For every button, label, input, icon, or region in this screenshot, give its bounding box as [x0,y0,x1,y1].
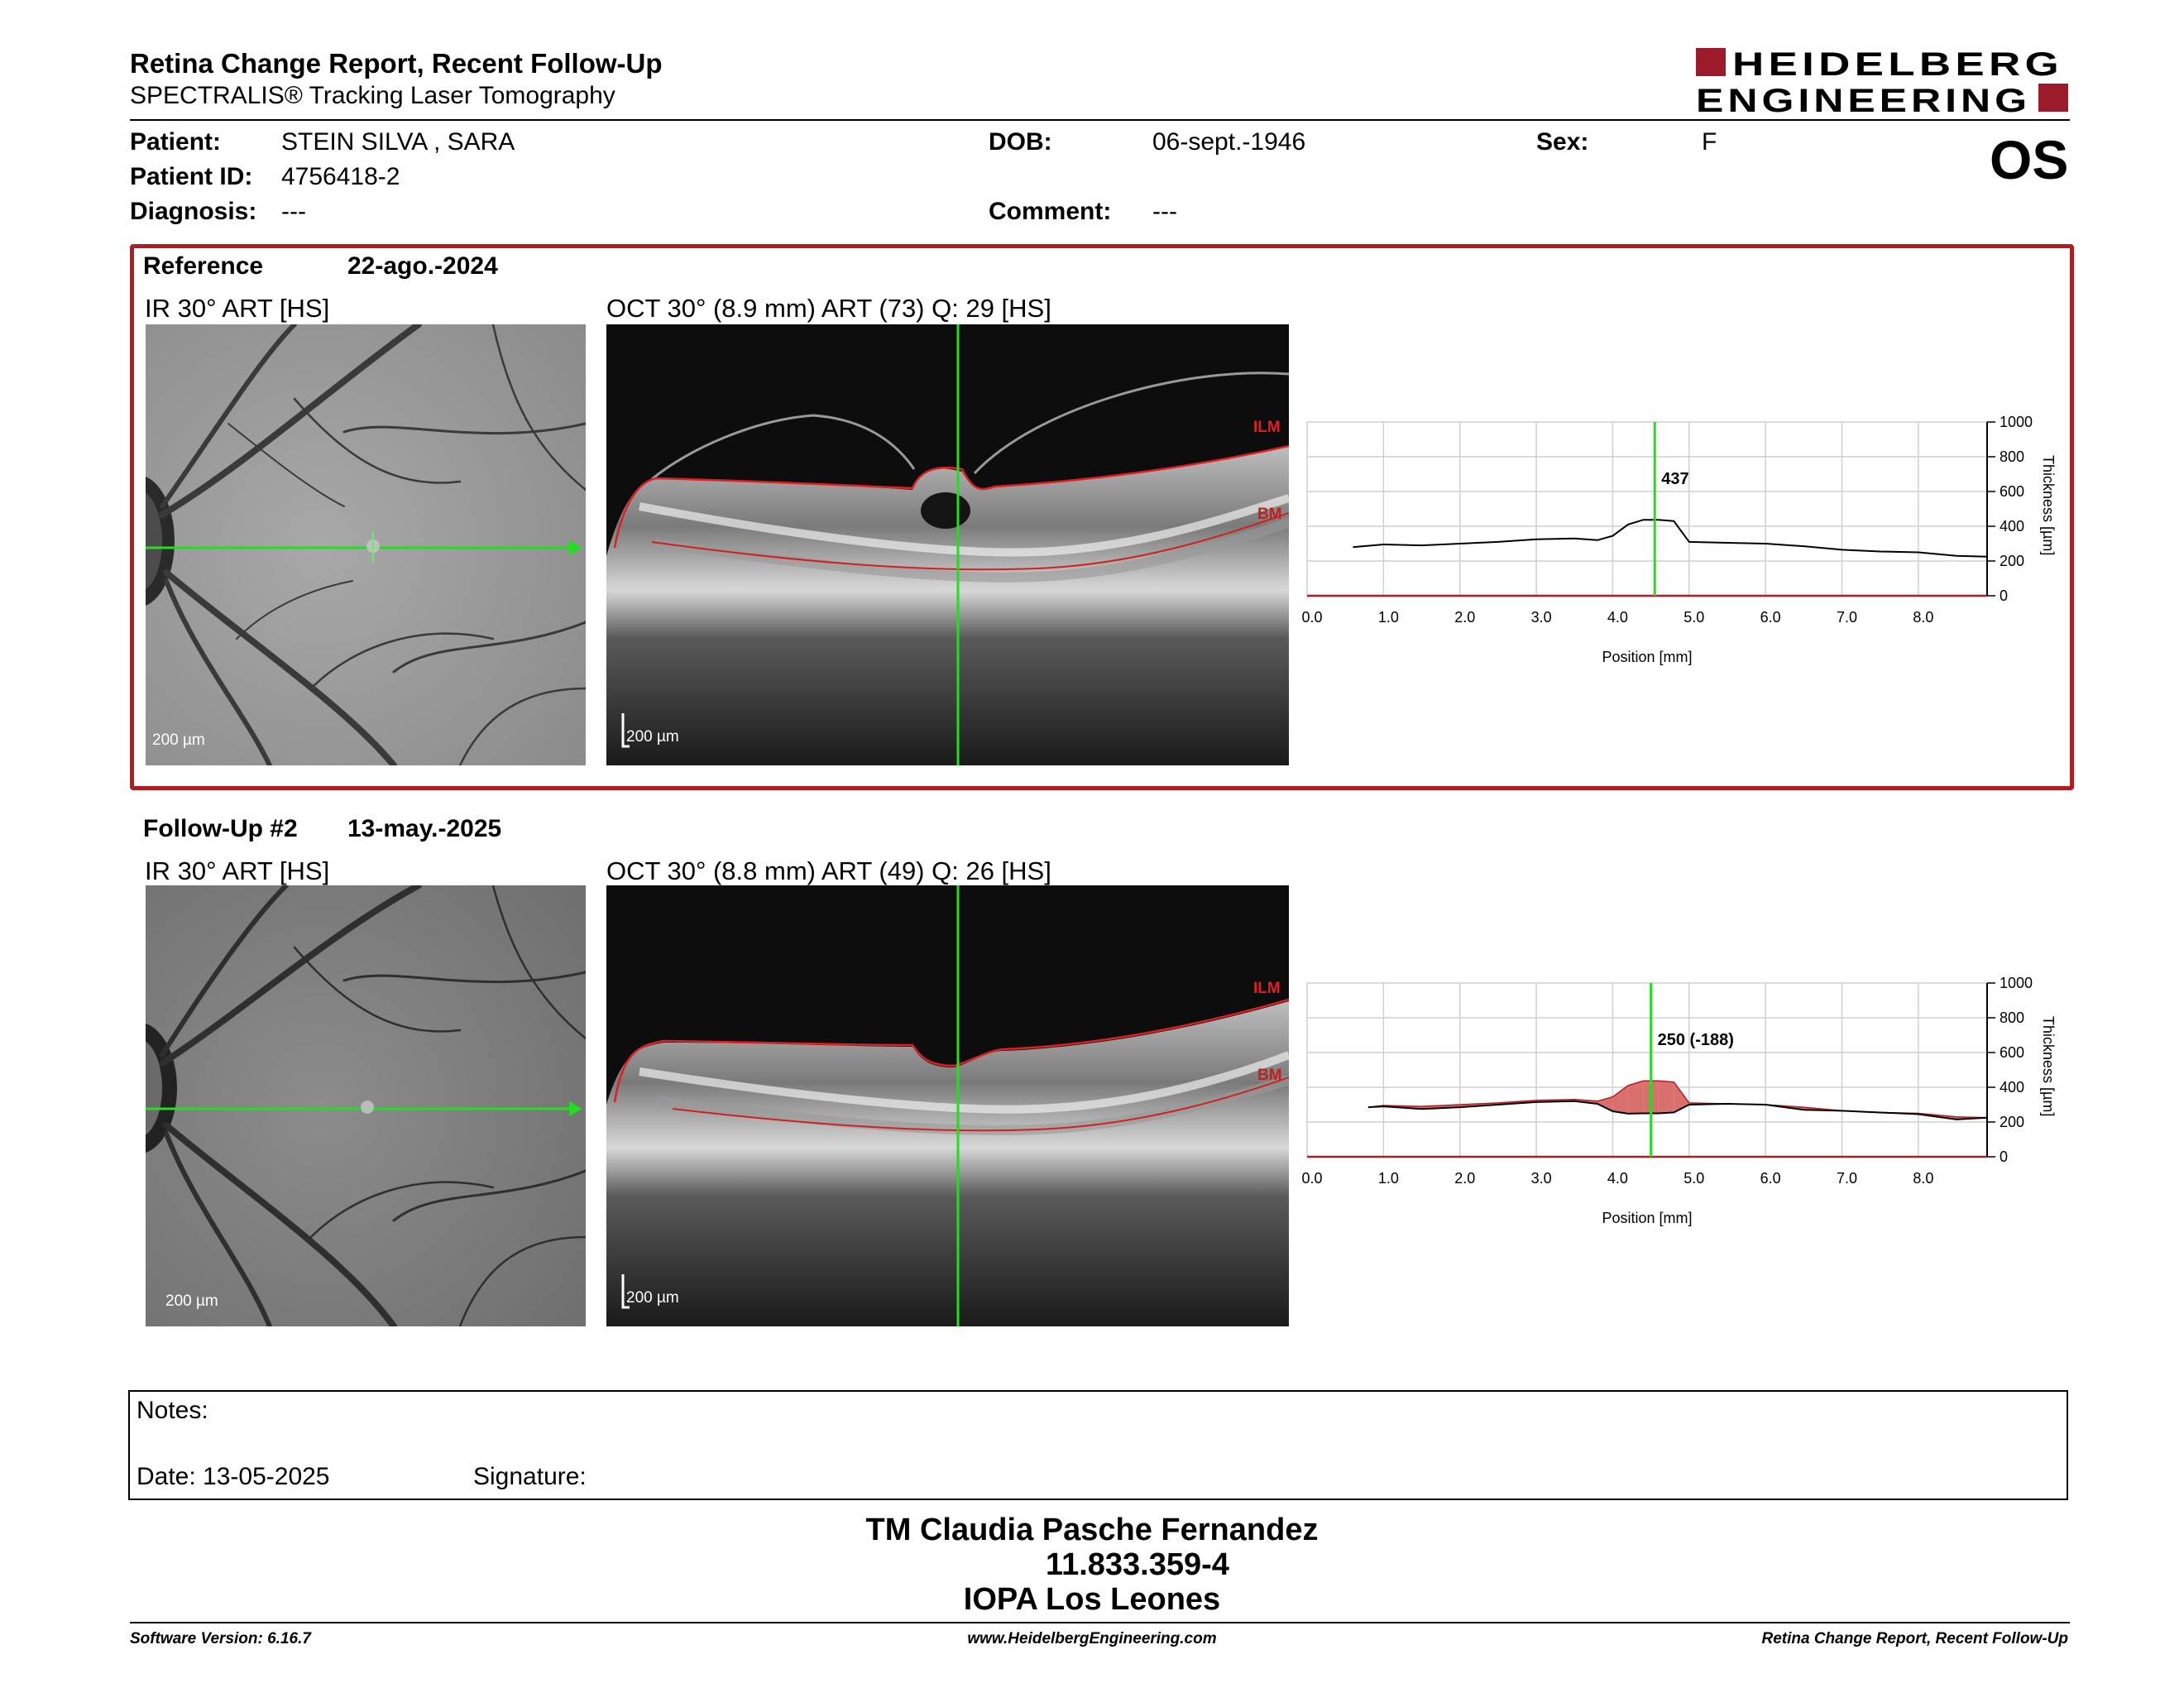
report-subtitle: SPECTRALIS® Tracking Laser Tomography [130,82,615,109]
followup-chart-y-tick: 0 [2000,1149,2008,1165]
reference-chart-x-tick: 6.0 [1760,609,1781,626]
reference-ir-label: IR 30° ART [HS] [145,294,330,323]
reference-chart-y-tick: 600 [2000,483,2024,500]
logo-line1: HEIDELBERG [1732,46,2063,83]
heidelberg-logo: HEIDELBERG ENGINEERING [1696,46,2068,116]
followup-oct-image: ILM BM 200 µm [606,885,1289,1326]
dob-value: 06-sept.-1946 [1152,128,1306,156]
followup-bm-label: BM [1257,1067,1282,1084]
footer-report-name: Retina Change Report, Recent Follow-Up [1761,1630,2068,1647]
sex-value: F [1702,128,1717,156]
dob-label: DOB: [989,128,1052,156]
sex-label: Sex: [1536,128,1589,156]
followup-chart-cursor-value: 250 (-188) [1658,1031,1734,1049]
reference-chart-x-tick: 7.0 [1837,609,1857,626]
report-title: Retina Change Report, Recent Follow-Up [130,48,663,79]
comment-value: --- [1152,198,1177,225]
reference-oct-label: OCT 30° (8.9 mm) ART (73) Q: 29 [HS] [606,294,1051,323]
reference-chart-y-label: Thickness [µm] [2040,455,2057,555]
reference-chart-y-tick: 200 [2000,553,2024,569]
followup-chart-x-tick: 5.0 [1684,1170,1704,1187]
reference-date: 22-ago.-2024 [347,252,498,280]
reference-chart-x-tick: 5.0 [1684,609,1704,626]
followup-chart-x-tick: 2.0 [1454,1170,1475,1187]
reference-chart-x-label: Position [mm] [1602,649,1692,665]
patient-id-label: Patient ID: [130,163,253,190]
followup-oct-label: OCT 30° (8.8 mm) ART (49) Q: 26 [HS] [606,856,1051,885]
followup-chart-y-tick: 200 [2000,1114,2024,1130]
followup-chart-diff-area [1658,1081,1674,1114]
followup-ir-image: 200 µm [146,885,586,1326]
notes-box: Notes: Date: 13-05-2025 Signature: [128,1390,2068,1500]
followup-ir-scale: 200 µm [165,1292,218,1310]
reference-chart-x-tick: 0.0 [1301,609,1322,626]
reference-chart-x-tick: 4.0 [1607,609,1628,626]
followup-chart-y-tick: 400 [2000,1079,2024,1096]
followup-chart-diff-area [1612,1085,1628,1114]
followup-chart-y-label: Thickness [µm] [2040,1016,2057,1116]
reference-chart-x-tick: 2.0 [1454,609,1475,626]
footer-operator-id: 11.833.359-4 [1046,1547,1229,1582]
reference-bm-label: BM [1257,506,1282,523]
eye-indicator: OS [1990,129,2069,190]
patient-label: Patient: [130,128,222,156]
notes-date: Date: 13-05-2025 [136,1463,330,1490]
followup-chart-diff-area [1627,1081,1644,1114]
reference-label: Reference [143,252,264,280]
reference-chart-cursor-value: 437 [1661,470,1688,488]
reference-ir-image: 200 µm [146,324,586,765]
notes-label: Notes: [136,1397,208,1424]
logo-line2: ENGINEERING [1696,83,2031,116]
reference-ilm-label: ILM [1253,419,1281,436]
followup-chart-y-tick: 1000 [2000,975,2033,991]
followup-chart-x-tick: 0.0 [1301,1170,1322,1187]
followup-chart-y-tick: 600 [2000,1044,2024,1061]
followup-chart-y-tick: 800 [2000,1009,2024,1026]
patient-id: 4756418-2 [281,163,400,190]
followup-chart-diff-area [1674,1081,1689,1113]
reference-oct-image: ILM BM 200 µm [606,324,1289,765]
signature-label: Signature: [473,1463,587,1490]
followup-date: 13-may.-2025 [347,815,502,842]
reference-chart-y-tick: 800 [2000,448,2024,465]
reference-chart-x-tick: 1.0 [1378,609,1399,626]
reference-chart-x-tick: 3.0 [1531,609,1552,626]
patient-name: STEIN SILVA , SARA [281,128,515,156]
diagnosis-label: Diagnosis: [130,198,257,225]
reference-chart-thickness-line [1353,519,1988,558]
followup-chart-x-tick: 1.0 [1378,1170,1399,1187]
followup-chart-x-tick: 7.0 [1837,1170,1857,1187]
followup-chart-x-tick: 8.0 [1913,1170,1933,1187]
reference-oct-scale: 200 µm [626,728,679,746]
followup-chart-x-tick: 3.0 [1531,1170,1552,1187]
followup-oct-scale: 200 µm [626,1289,679,1307]
reference-chart-y-tick: 1000 [2000,414,2033,430]
reference-ir-scale: 200 µm [152,731,205,749]
software-version: Software Version: 6.16.7 [130,1630,311,1647]
footer-operator-name: TM Claudia Pasche Fernandez [865,1513,1319,1547]
followup-chart-x-label: Position [mm] [1602,1210,1692,1226]
reference-chart-y-tick: 0 [2000,587,2008,604]
followup-thickness-chart: 0.0 1.0 2.0 3.0 4.0 5.0 6.0 7.0 8.0 0 200 400 600 800… [1301,975,2057,1226]
header-divider [130,119,2070,121]
footer-institution: IOPA Los Leones [963,1582,1221,1617]
followup-label: Follow-Up #2 [143,815,298,842]
reference-panel [130,244,2074,790]
reference-thickness-chart: 0.0 1.0 2.0 3.0 4.0 5.0 6.0 7.0 8.0 0 200 400 600 800… [1301,414,2057,665]
website-link[interactable]: www.HeidelbergEngineering.com [967,1630,1217,1647]
followup-ilm-label: ILM [1253,980,1281,997]
followup-ir-label: IR 30° ART [HS] [145,856,330,885]
footer-divider [130,1622,2070,1623]
diagnosis-value: --- [281,198,306,225]
followup-chart-x-tick: 4.0 [1607,1170,1628,1187]
comment-label: Comment: [989,198,1112,225]
reference-chart-x-tick: 8.0 [1913,609,1933,626]
followup-chart-x-tick: 6.0 [1760,1170,1781,1187]
reference-chart-y-tick: 400 [2000,518,2024,535]
